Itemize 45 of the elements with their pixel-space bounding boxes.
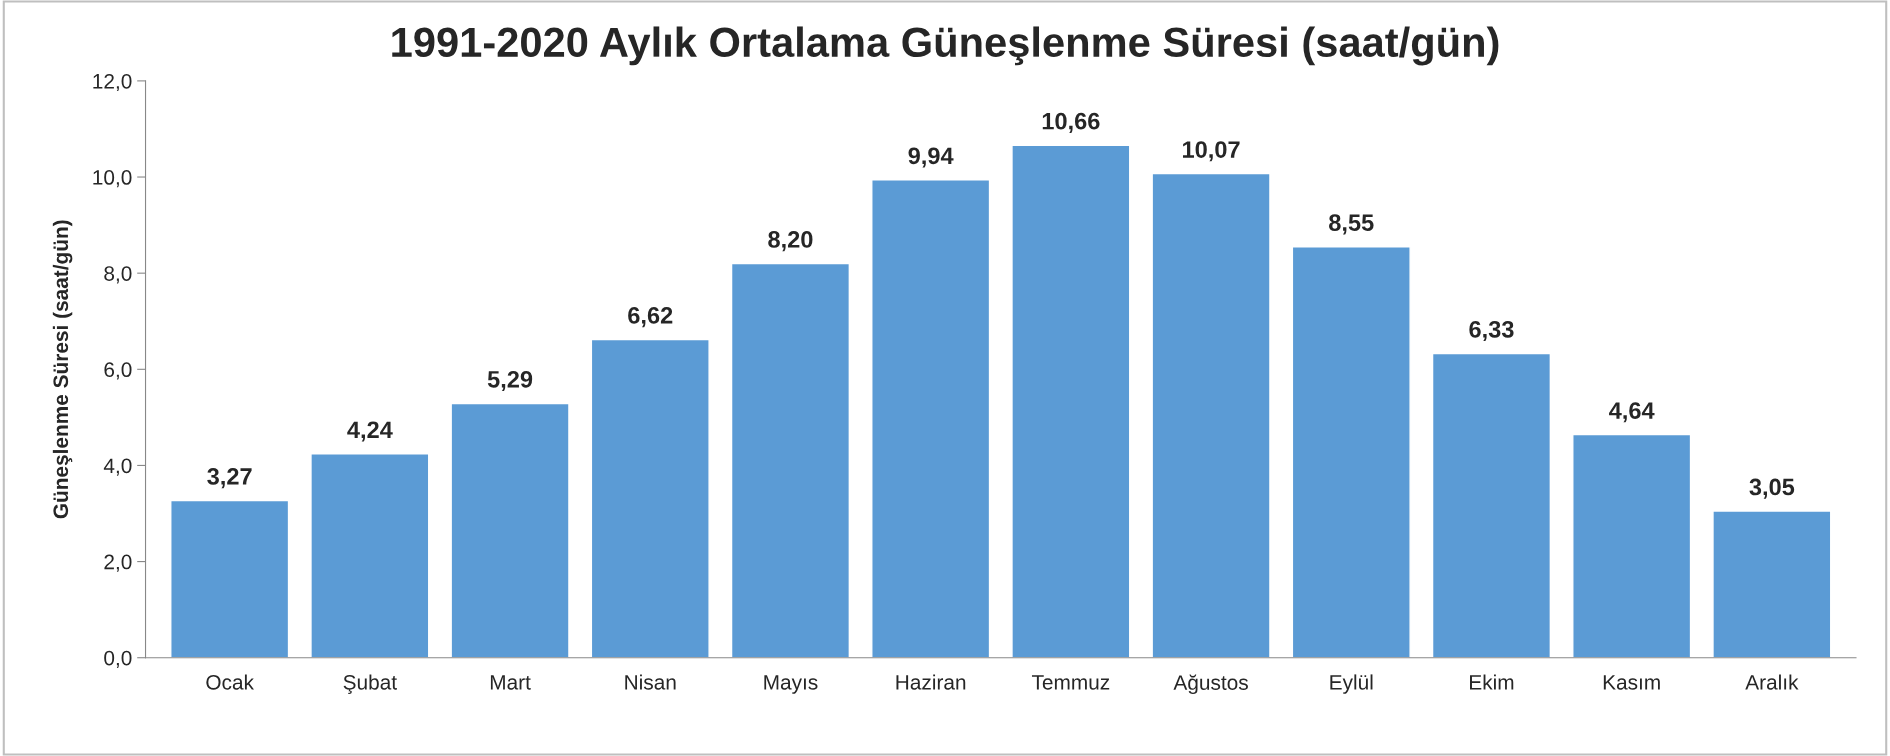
y-tick-label: 8,0: [104, 266, 132, 284]
x-tick-label: Ağustos: [1173, 674, 1248, 695]
y-tick-label: 4,0: [103, 458, 132, 476]
data-label: 3,05: [1749, 478, 1795, 499]
x-tick-label: Mayıs: [764, 675, 818, 694]
data-label: 3,27: [207, 468, 252, 489]
data-label: 9,94: [908, 147, 954, 168]
x-tick-label: Kasım: [1603, 675, 1660, 690]
data-label: 8,20: [768, 231, 813, 252]
y-tick-label: 6,0: [104, 362, 132, 380]
data-label: 8,55: [1329, 214, 1374, 235]
x-tick-label: Ocak: [206, 674, 254, 690]
data-label: 6,62: [628, 307, 673, 328]
bar: [1011, 144, 1131, 658]
bar: [871, 179, 991, 658]
data-label: 10,07: [1183, 141, 1240, 162]
bar: [1572, 433, 1692, 658]
data-label: 4,24: [347, 421, 393, 442]
bar: [1151, 172, 1271, 658]
x-tick-label: Mart: [490, 675, 531, 690]
x-tick-label: Aralık: [1745, 674, 1799, 690]
data-label: 6,33: [1469, 320, 1514, 342]
x-tick-label: Ekim: [1470, 674, 1514, 690]
y-tick-label: 0,0: [104, 650, 132, 668]
bar: [450, 402, 570, 658]
data-label: 10,66: [1042, 112, 1100, 133]
x-tick-label: Nisan: [625, 674, 676, 690]
y-axis-title: Güneşlenme Süresi (saat/gün): [52, 220, 73, 519]
bar: [730, 262, 851, 658]
bar: [1712, 510, 1832, 658]
y-tick-label: 10,0: [93, 170, 132, 188]
bar: [1291, 246, 1411, 658]
bar: [170, 499, 290, 658]
x-tick-label: Temmuz: [1031, 675, 1110, 690]
x-tick-label: Haziran: [896, 674, 966, 690]
y-tick-label: 2,0: [104, 554, 132, 572]
x-tick-label: Eylül: [1330, 674, 1373, 694]
bar: [310, 453, 430, 658]
bar: [590, 338, 710, 658]
data-label: 4,64: [1609, 402, 1655, 423]
bar: [1431, 352, 1552, 658]
x-tick-label: Şubat: [343, 674, 397, 694]
chart-title: 1991-2020 Aylık Ortalama Güneşlenme Süresi (saat/gün): [392, 26, 1499, 66]
data-label: 5,29: [487, 370, 533, 392]
y-tick-label: 12,0: [93, 73, 132, 92]
